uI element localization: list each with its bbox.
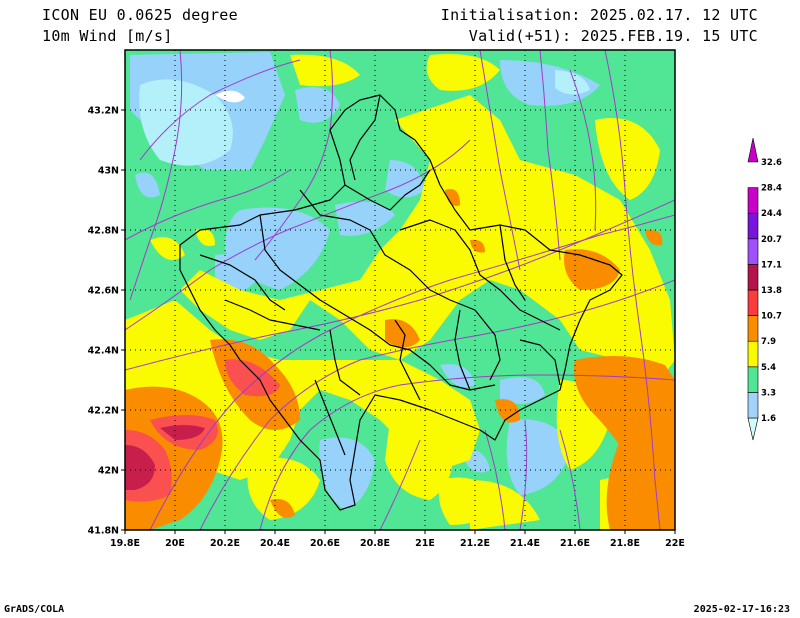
legend-level-label: 1.6 <box>761 414 776 424</box>
legend-level-label: 32.6 <box>761 158 782 168</box>
legend-swatch <box>747 264 759 291</box>
render-timestamp: 2025-02-17-16:23 <box>693 604 790 615</box>
border-segment <box>349 94 381 181</box>
x-tick-label: 20E <box>165 538 185 549</box>
borders <box>179 94 623 511</box>
legend-swatch <box>747 137 759 163</box>
field-light-areas <box>130 52 600 510</box>
y-tick-label: 43N <box>98 166 119 177</box>
border-segment <box>329 329 361 396</box>
legend-swatch <box>747 187 759 214</box>
streamline <box>479 50 521 271</box>
legend-level-label: 13.8 <box>761 286 782 296</box>
streamline <box>254 50 333 261</box>
border-segment <box>224 299 321 331</box>
axes: 19.8E 20E 20.2E 20.4E 20.6E 20.8E 21E 21.2E 21.4… <box>88 106 685 550</box>
legend-level-label: 5.4 <box>761 363 776 373</box>
streamline <box>569 69 597 231</box>
border-segment <box>499 224 526 301</box>
legend-level-label: 20.7 <box>761 235 782 245</box>
legend-swatch <box>747 289 759 316</box>
y-tick-label: 43.2N <box>88 106 119 117</box>
border-segment <box>399 219 561 331</box>
x-tick-label: 19.8E <box>110 538 140 549</box>
x-tick-label: 22E <box>665 538 685 549</box>
field-title: 10m Wind [m/s] <box>42 27 173 45</box>
y-tick-label: 42N <box>98 466 119 477</box>
legend-level-label: 28.4 <box>761 184 782 194</box>
y-tick-label: 42.6N <box>88 286 119 297</box>
y-tick-label: 41.8N <box>88 526 119 537</box>
legend-swatch <box>747 417 759 441</box>
legend-swatch <box>747 315 759 342</box>
y-tick-label: 42.2N <box>88 406 119 417</box>
software-credit: GrADS/COLA <box>4 604 65 615</box>
streamline <box>559 429 581 530</box>
streamline <box>149 214 675 530</box>
field-gale-areas <box>125 415 218 502</box>
streamline <box>125 199 675 371</box>
streamline <box>125 139 471 331</box>
x-tick-label: 21.2E <box>460 538 490 549</box>
legend-level-label: 24.4 <box>761 209 782 219</box>
legend-swatch <box>747 238 759 265</box>
legend-swatch <box>747 392 759 419</box>
y-tick-label: 42.4N <box>88 346 119 357</box>
streamline <box>139 59 301 161</box>
legend-level-label: 10.7 <box>761 312 782 322</box>
x-tick-label: 20.4E <box>260 538 290 549</box>
x-tick-label: 20.8E <box>360 538 390 549</box>
border-segment <box>199 254 286 311</box>
border-segment <box>259 214 496 391</box>
streamline <box>539 50 561 261</box>
border-segment <box>519 339 561 386</box>
streamline <box>129 50 183 301</box>
streamline <box>125 169 291 241</box>
x-tick-label: 21.4E <box>510 538 540 549</box>
border-segment <box>314 379 346 456</box>
streamline <box>604 50 661 530</box>
init-time: Initialisation: 2025.02.17. 12 UTC <box>440 6 758 24</box>
legend-swatch <box>747 340 759 368</box>
wind-streamlines <box>125 50 675 530</box>
x-tick-label: 21.6E <box>560 538 590 549</box>
y-tick-label: 42.8N <box>88 226 119 237</box>
legend-level-label: 17.1 <box>761 260 782 270</box>
border-segment <box>454 309 471 391</box>
legend-level-label: 7.9 <box>761 337 776 347</box>
border-segment <box>394 319 421 401</box>
legend-level-label: 3.3 <box>761 388 776 398</box>
legend-swatch <box>747 212 759 240</box>
valid-time: Valid(+51): 2025.FEB.19. 15 UTC <box>468 27 758 45</box>
streamline <box>259 374 675 530</box>
streamline <box>199 279 675 530</box>
color-legend: 1.6 3.3 5.4 7.9 10.7 13.8 17.1 20.7 24.4 28.4 32.6 <box>747 137 782 441</box>
border-segment <box>299 189 501 381</box>
x-tick-label: 20.6E <box>310 538 340 549</box>
x-tick-label: 21E <box>415 538 435 549</box>
border-outline <box>179 94 623 511</box>
model-title: ICON EU 0.0625 degree <box>42 6 238 24</box>
border-segment <box>344 169 431 211</box>
legend-swatch <box>747 366 759 393</box>
streamline <box>379 439 421 530</box>
streamline <box>519 419 528 530</box>
x-tick-label: 20.2E <box>210 538 240 549</box>
x-tick-label: 21.8E <box>610 538 640 549</box>
streamline <box>484 429 506 530</box>
